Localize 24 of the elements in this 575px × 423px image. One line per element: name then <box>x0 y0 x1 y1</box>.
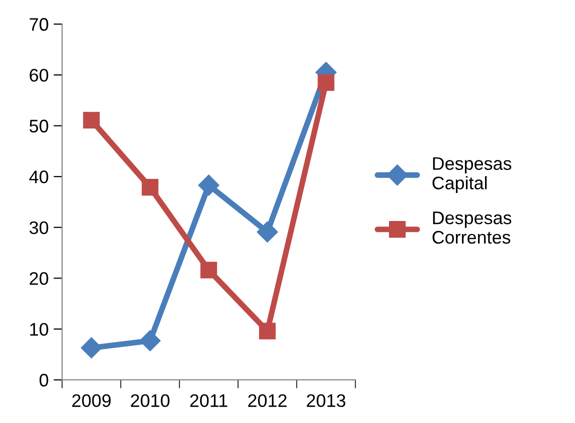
point <box>80 337 102 358</box>
x-tick-label: 2011 <box>190 394 228 408</box>
point <box>142 178 158 196</box>
point <box>259 322 276 340</box>
y-tick-label: 10 <box>30 322 48 336</box>
y-tick-label: 70 <box>30 18 48 31</box>
y-tick-label: 0 <box>40 374 48 387</box>
x-tick-label: 2009 <box>72 394 111 408</box>
x-tick-label: 2013 <box>306 394 346 408</box>
point <box>200 262 218 278</box>
point <box>198 174 220 196</box>
y-tick-label: 40 <box>29 170 48 184</box>
point <box>318 74 334 91</box>
y-tick-label: 30 <box>30 221 48 234</box>
x-tick-label: 2010 <box>130 394 170 408</box>
y-tick-label: 60 <box>30 68 48 82</box>
point <box>256 221 278 242</box>
y-tick-label: 50 <box>30 120 48 132</box>
legend-label: Despesas Correntes <box>432 212 512 244</box>
legend-label: Despesas Capital <box>432 157 512 193</box>
point <box>140 330 161 352</box>
point <box>83 112 100 128</box>
x-tick-label: 2012 <box>248 394 287 408</box>
y-tick-label: 20 <box>30 272 48 285</box>
